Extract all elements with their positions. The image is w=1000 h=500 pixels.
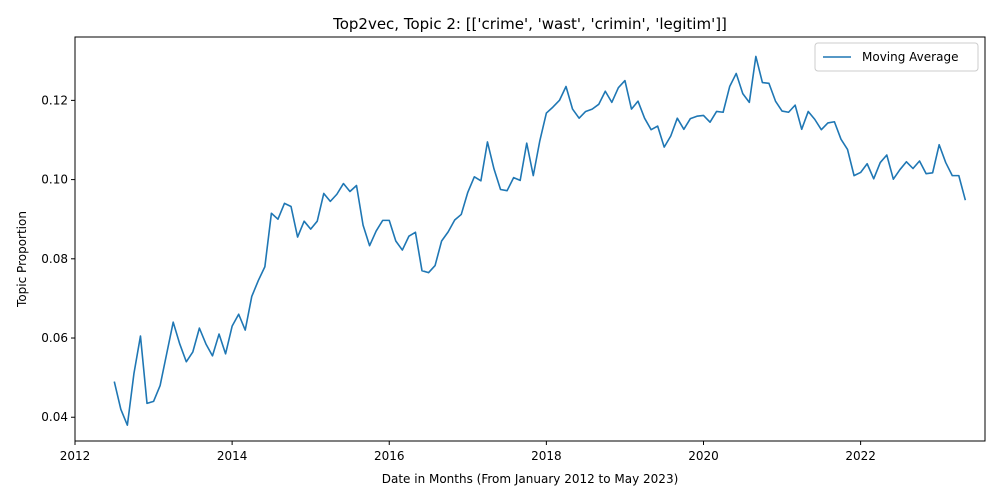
y-axis-label: Topic Proportion bbox=[15, 211, 29, 308]
x-axis: 2012 2014 2016 2018 2020 2022 bbox=[60, 441, 876, 463]
y-tick-label: 0.12 bbox=[41, 93, 68, 107]
x-axis-label: Date in Months (From January 2012 to May… bbox=[382, 472, 679, 486]
x-tick-label: 2022 bbox=[845, 449, 876, 463]
x-tick-label: 2016 bbox=[374, 449, 405, 463]
x-tick-label: 2012 bbox=[60, 449, 91, 463]
legend-label-moving-average: Moving Average bbox=[862, 50, 958, 64]
x-tick-label: 2018 bbox=[531, 449, 562, 463]
chart-title: Top2vec, Topic 2: [['crime', 'wast', 'cr… bbox=[332, 15, 727, 33]
axes-frame bbox=[74, 36, 986, 442]
legend: Moving Average bbox=[814, 42, 979, 72]
y-tick-label: 0.10 bbox=[41, 173, 68, 187]
y-axis: 0.04 0.06 0.08 0.10 0.12 bbox=[41, 93, 75, 424]
y-tick-label: 0.04 bbox=[41, 410, 68, 424]
x-tick-label: 2014 bbox=[217, 449, 248, 463]
y-tick-label: 0.08 bbox=[41, 252, 68, 266]
plot-area bbox=[74, 36, 986, 442]
series-line-moving-average bbox=[113, 55, 967, 426]
y-tick-label: 0.06 bbox=[41, 331, 68, 345]
x-tick-label: 2020 bbox=[688, 449, 719, 463]
legend-box bbox=[814, 42, 979, 72]
